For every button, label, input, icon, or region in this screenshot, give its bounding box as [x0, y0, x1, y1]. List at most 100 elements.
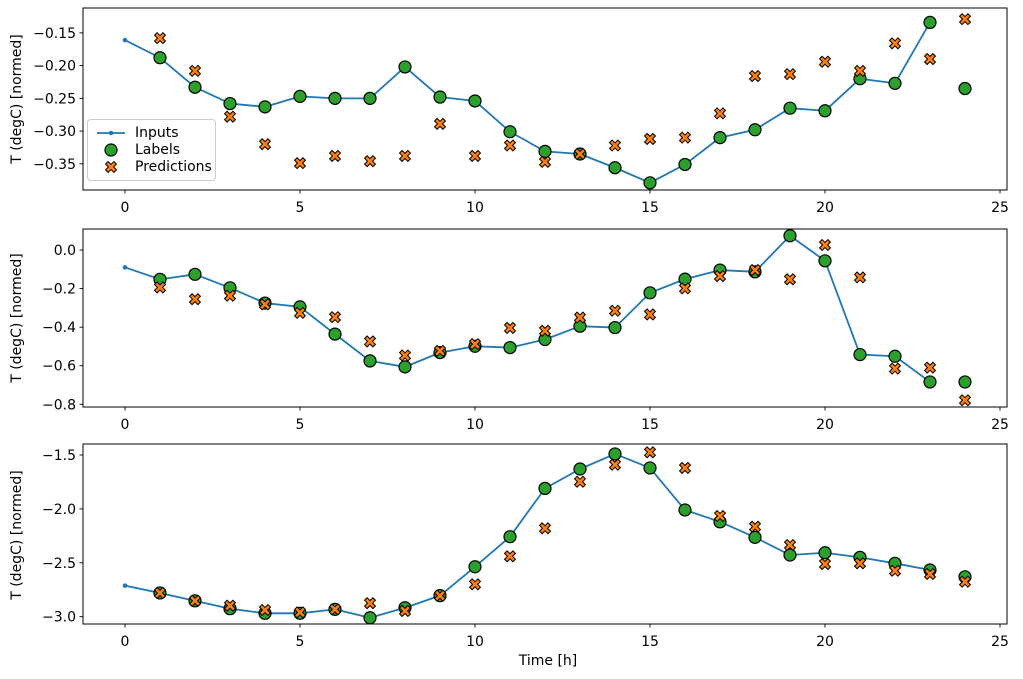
labels-series: [153, 447, 972, 625]
prediction-point: [223, 289, 237, 302]
x-tick-label: 20: [816, 200, 834, 216]
label-point: [503, 530, 517, 544]
x-tick-label: 10: [466, 634, 484, 650]
label-point: [678, 157, 692, 172]
label-point: [643, 461, 657, 475]
label-point: [783, 229, 797, 243]
prediction-point: [433, 589, 447, 602]
label-point: [258, 100, 272, 114]
y-tick-label: −0.35: [33, 157, 76, 173]
x-tick-label: 5: [296, 417, 305, 433]
prediction-point: [783, 538, 797, 552]
subplot-3: 0 5 10 15 20 25 −1.5 −2.0 −2.5 −3.0: [42, 443, 1009, 650]
label-point: [468, 560, 482, 574]
y-tick-label: −0.8: [42, 397, 76, 413]
prediction-point: [923, 361, 937, 374]
label-point: [958, 81, 972, 96]
label-point: [468, 94, 482, 108]
axes-frame: [82, 228, 1008, 408]
x-tick-label: 25: [991, 417, 1009, 433]
label-point: [363, 354, 377, 368]
prediction-point: [573, 147, 587, 161]
prediction-point: [923, 52, 937, 66]
label-point: [153, 51, 167, 65]
label-point: [573, 462, 587, 476]
label-point: [818, 104, 832, 118]
y-axis-label-subplot-3: T (degC) [normed]: [9, 470, 25, 600]
inputs-line: [124, 21, 931, 184]
y-tick-label: −0.25: [33, 91, 76, 107]
x-tick-label: 25: [991, 200, 1009, 216]
x-tick-label: 0: [121, 200, 130, 216]
prediction-point: [258, 603, 272, 617]
prediction-point: [573, 475, 587, 488]
prediction-point: [958, 394, 972, 407]
prediction-point: [748, 69, 762, 83]
prediction-point: [888, 564, 902, 577]
prediction-point: [643, 446, 657, 459]
prediction-point: [328, 603, 342, 616]
prediction-point: [398, 604, 412, 618]
y-tick-label: −0.20: [33, 59, 76, 75]
y-tick-label: −1.5: [42, 448, 76, 464]
label-point: [643, 176, 657, 190]
predictions-x-swatch: [104, 160, 118, 173]
label-point: [818, 546, 832, 560]
x-ticks: 0 5 10 15 20 25: [121, 190, 1009, 216]
inputs-line: [124, 234, 931, 383]
inputs-line: [124, 453, 931, 619]
prediction-point: [853, 271, 867, 284]
x-tick-label: 20: [816, 417, 834, 433]
prediction-point: [713, 107, 727, 120]
input-point: [122, 583, 128, 588]
label-point: [678, 503, 692, 517]
prediction-point: [713, 509, 727, 523]
x-tick-label: 10: [466, 200, 484, 216]
y-tick-label: −2.5: [42, 556, 76, 572]
label-point: [538, 481, 552, 496]
label-point: [433, 90, 447, 104]
prediction-point: [678, 131, 692, 144]
y-tick-label: −0.30: [33, 124, 76, 140]
label-point: [888, 76, 902, 90]
label-point: [538, 144, 552, 158]
inputs-series: [122, 20, 933, 186]
label-point: [853, 347, 867, 362]
prediction-point: [818, 238, 832, 252]
label-point: [818, 254, 832, 268]
prediction-point: [818, 55, 832, 68]
x-tick-label: 0: [121, 634, 130, 650]
y-tick-label: −0.2: [42, 282, 76, 298]
label-point: [398, 360, 412, 374]
prediction-point: [888, 362, 902, 375]
prediction-point: [678, 282, 692, 295]
prediction-point: [188, 64, 202, 78]
prediction-point: [573, 311, 587, 324]
label-point: [503, 125, 517, 139]
x-axis-label: Time [h]: [518, 653, 578, 669]
x-ticks: 0 5 10 15 20 25: [121, 407, 1009, 433]
label-point: [188, 267, 202, 281]
prediction-point: [153, 281, 167, 294]
label-point: [328, 91, 342, 105]
prediction-point: [398, 349, 412, 362]
prediction-point: [328, 310, 342, 324]
legend: Inputs Labels Predictions: [87, 119, 216, 181]
x-ticks: 0 5 10 15 20 25: [121, 624, 1009, 650]
prediction-point: [258, 298, 272, 311]
label-point: [748, 530, 762, 544]
label-point: [223, 96, 237, 111]
y-tick-label: −2.0: [42, 502, 76, 518]
label-point: [363, 611, 377, 625]
input-point: [122, 37, 128, 43]
legend-label-predictions: Predictions: [135, 158, 212, 175]
prediction-point: [888, 37, 902, 50]
label-point: [643, 286, 657, 300]
prediction-point: [608, 458, 622, 471]
prediction-point: [503, 550, 517, 563]
prediction-point: [748, 263, 762, 277]
label-point: [678, 272, 692, 286]
y-tick-label: −0.4: [42, 320, 76, 336]
